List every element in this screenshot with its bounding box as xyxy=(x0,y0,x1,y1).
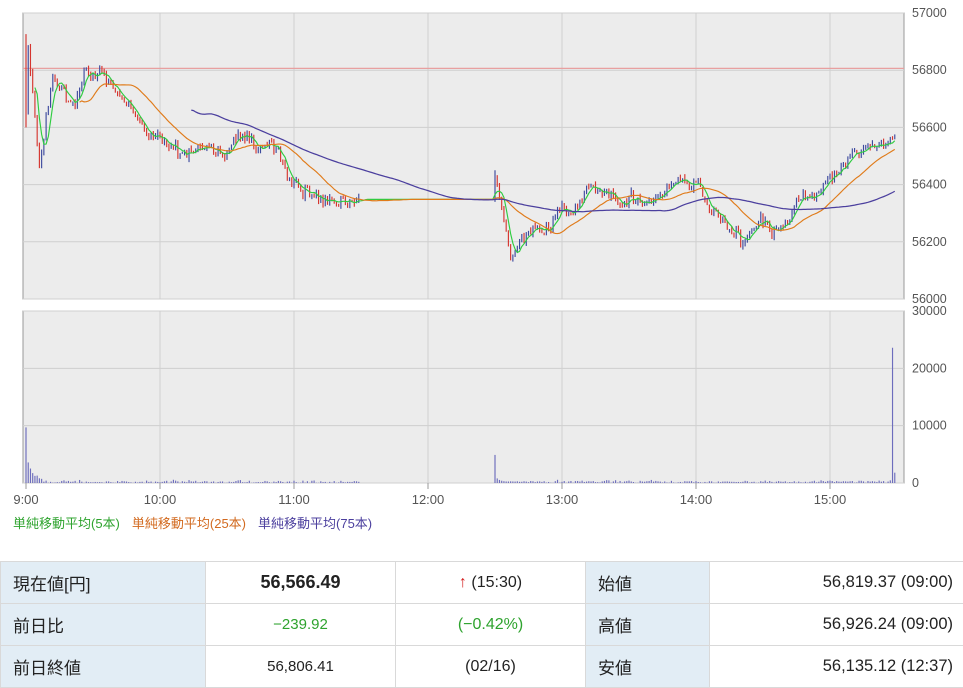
svg-text:0: 0 xyxy=(912,476,919,490)
svg-text:9:00: 9:00 xyxy=(13,492,38,507)
svg-text:13:00: 13:00 xyxy=(546,492,579,507)
svg-text:56800: 56800 xyxy=(912,63,947,77)
svg-text:56600: 56600 xyxy=(912,120,947,134)
svg-text:57000: 57000 xyxy=(912,6,947,20)
svg-text:11:00: 11:00 xyxy=(278,492,310,507)
svg-text:14:00: 14:00 xyxy=(680,492,713,507)
svg-text:10:00: 10:00 xyxy=(144,492,177,507)
svg-text:30000: 30000 xyxy=(912,304,947,318)
svg-text:56400: 56400 xyxy=(912,178,947,192)
svg-text:15:00: 15:00 xyxy=(814,492,847,507)
svg-text:10000: 10000 xyxy=(912,419,947,433)
svg-text:12:00: 12:00 xyxy=(412,492,445,507)
svg-text:20000: 20000 xyxy=(912,361,947,375)
svg-text:56200: 56200 xyxy=(912,235,947,249)
